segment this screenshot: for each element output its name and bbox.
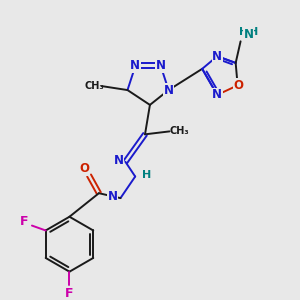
Text: N: N — [108, 190, 118, 202]
Text: N: N — [130, 59, 140, 72]
Text: N: N — [113, 154, 124, 167]
Text: N: N — [212, 88, 222, 101]
Text: O: O — [79, 162, 89, 175]
Text: CH₃: CH₃ — [169, 126, 189, 136]
Text: H: H — [142, 169, 152, 180]
Text: N: N — [212, 50, 222, 63]
Text: N: N — [243, 28, 254, 41]
Text: N: N — [156, 59, 166, 72]
Text: O: O — [234, 79, 244, 92]
Text: H: H — [239, 26, 248, 37]
Text: CH₃: CH₃ — [84, 81, 104, 91]
Text: N: N — [164, 84, 174, 97]
Text: F: F — [65, 287, 74, 300]
Text: F: F — [20, 215, 28, 228]
Text: H: H — [249, 26, 258, 37]
